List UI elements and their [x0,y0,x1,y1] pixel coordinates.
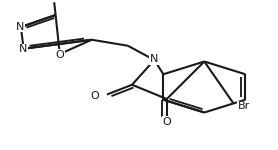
Text: N: N [150,54,158,64]
Text: N: N [19,45,27,54]
Text: Br: Br [238,101,250,111]
Text: O: O [55,50,64,60]
Text: O: O [90,91,99,101]
Text: N: N [16,22,24,32]
Text: O: O [162,117,171,127]
